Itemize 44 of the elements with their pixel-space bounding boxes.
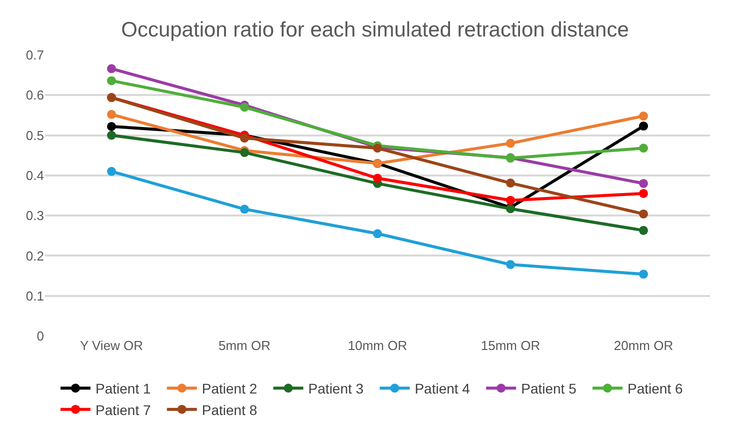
point [639, 188, 648, 198]
point [240, 204, 249, 214]
y-tick-label: 0.2 [26, 248, 44, 264]
legend-label: Patient 7 [96, 402, 151, 418]
point [639, 144, 648, 153]
point [506, 138, 515, 148]
point [639, 178, 648, 188]
legend-label: Patient 8 [202, 402, 258, 418]
x-tick-label: 20mm OR [614, 338, 674, 353]
x-tick-label: Y View OR [80, 338, 144, 353]
point [240, 134, 249, 143]
point [107, 64, 116, 74]
y-tick-label: 0.6 [26, 88, 44, 103]
point [639, 112, 648, 121]
legend-label: Patient 2 [202, 380, 258, 397]
legend-label: Patient 5 [521, 380, 577, 397]
point [107, 110, 116, 119]
point [506, 196, 515, 205]
legend-label: Patient 3 [308, 380, 364, 397]
point [506, 178, 515, 188]
y-tick-label: 0 [36, 328, 44, 344]
point [639, 270, 648, 279]
point [107, 130, 116, 140]
point [373, 174, 382, 183]
point [506, 260, 515, 270]
x-tick-label: 10mm OR [348, 338, 408, 353]
y-tick-label: 0.5 [26, 128, 44, 143]
point [107, 76, 116, 86]
legend-label: Patient 1 [96, 380, 151, 397]
y-tick-label: 0.7 [26, 48, 44, 63]
x-tick-label: 5mm OR [218, 338, 270, 353]
point [639, 122, 648, 131]
point [107, 166, 116, 176]
legend-label: Patient 6 [628, 380, 683, 397]
point [107, 122, 116, 131]
point [639, 226, 648, 235]
y-tick-label: 0.3 [26, 208, 44, 224]
point [639, 209, 648, 218]
x-tick-label: 15mm OR [480, 338, 540, 353]
point [373, 229, 382, 238]
y-tick-label: 0.4 [26, 168, 44, 183]
legend-label: Patient 4 [414, 380, 470, 397]
chart-title: Occupation ratio for each simulated retraction distance [121, 18, 629, 42]
y-tick-label: 0.1 [26, 288, 44, 304]
